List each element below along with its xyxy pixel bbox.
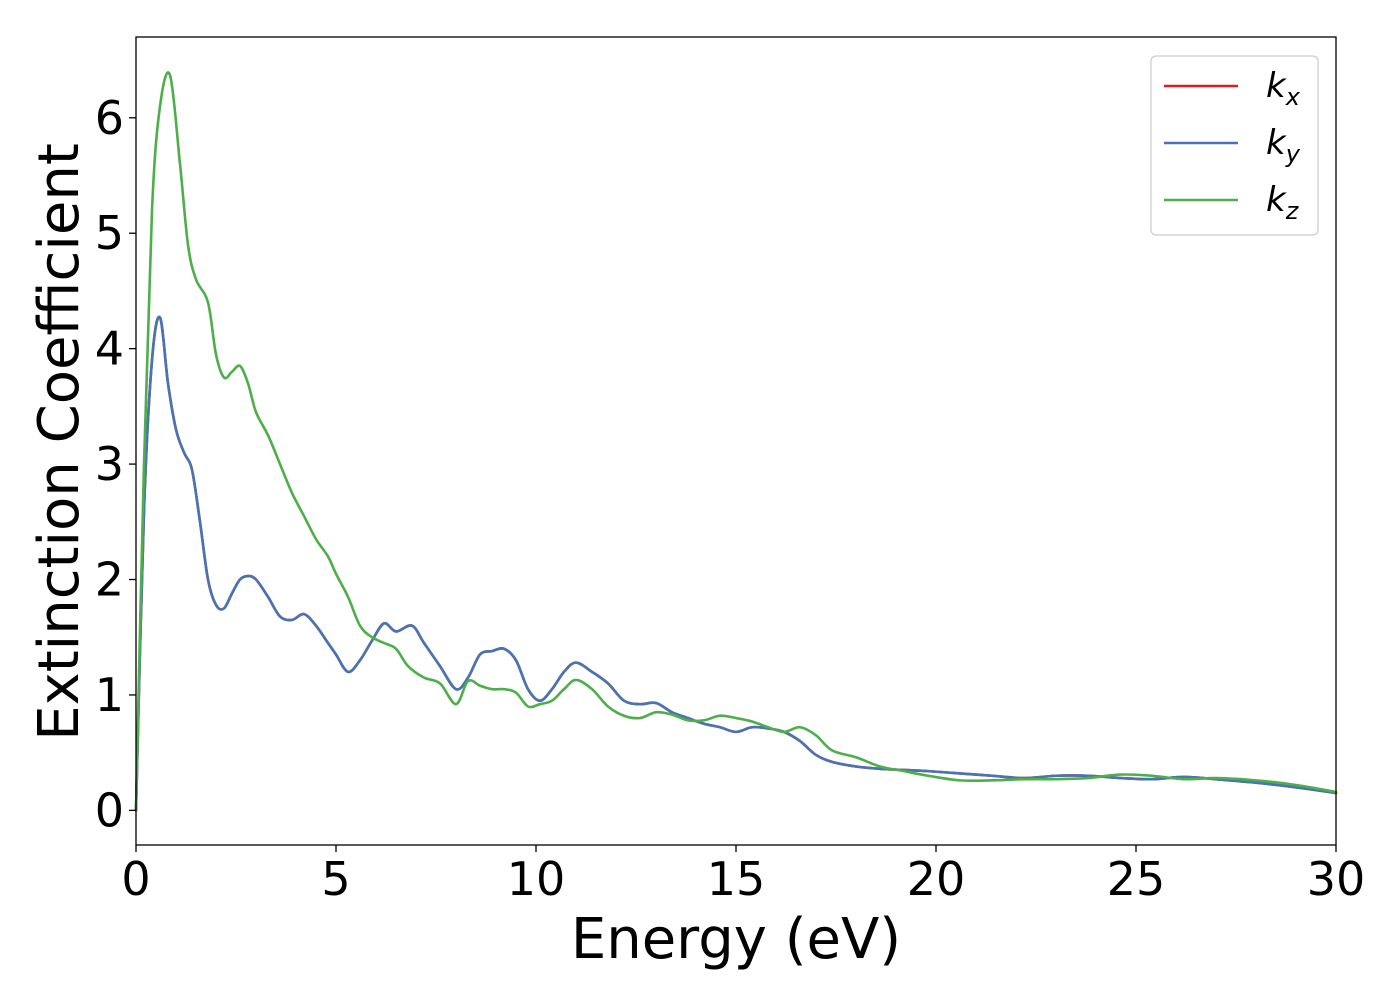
x-tick-label: 30 — [1307, 852, 1366, 906]
y-tick-label: 1 — [95, 668, 124, 722]
x-axis-label: Energy (eV) — [571, 907, 901, 972]
x-tick-label: 25 — [1107, 852, 1166, 906]
x-tick-label: 15 — [707, 852, 766, 906]
y-tick-label: 6 — [95, 91, 124, 145]
y-tick-label: 0 — [95, 783, 124, 837]
y-tick-label: 5 — [95, 206, 124, 260]
series-line-kz — [134, 71, 1338, 812]
x-tick-label: 10 — [507, 852, 566, 906]
series-layer — [134, 71, 1338, 812]
series-line-kx — [134, 315, 1338, 812]
x-tick-label: 5 — [321, 852, 350, 906]
y-tick-label: 3 — [95, 437, 124, 491]
x-tick-label: 20 — [907, 852, 966, 906]
legend: kx ky kz — [1150, 55, 1319, 236]
plot-frame — [135, 36, 1337, 846]
y-axis-label-group: Extinction Coefficient — [27, 143, 92, 741]
legend-label-ky: ky — [1266, 123, 1301, 168]
legend-label-kz: kz — [1266, 180, 1300, 225]
y-tick-label: 2 — [95, 553, 124, 607]
x-axis-label-group: Energy (eV) — [571, 907, 901, 972]
series-line-ky — [134, 315, 1338, 812]
y-tick-label: 4 — [95, 322, 124, 376]
x-tick-label: 0 — [121, 852, 150, 906]
legend-label-kx: kx — [1266, 66, 1301, 111]
ticks-layer: 0 5 10 15 20 25 30 0 1 2 3 4 5 6 — [95, 91, 1366, 906]
legend-box — [1150, 55, 1319, 236]
y-axis-label: Extinction Coefficient — [27, 143, 92, 741]
